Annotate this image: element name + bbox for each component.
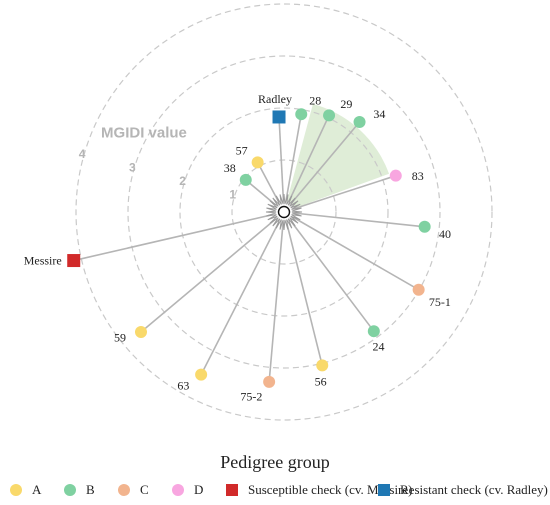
point-38 [239,173,252,186]
spoke-34 [283,121,361,213]
ring-label-1: 1 [229,187,236,201]
legend-marker-D [172,484,184,496]
legend: A B C D Susceptible check (cv. Messire) Resis… [0,480,550,500]
ring-1 [231,159,337,265]
legend-label-A: A [32,482,42,497]
legend-marker-R [378,484,390,496]
legend-item-A: A [10,480,41,500]
center-star [265,193,303,231]
ring-3 [127,55,441,369]
ring-label-4: 4 [79,147,86,161]
point-28 [295,108,308,121]
ring-label-2: 2 [179,174,186,188]
center-circle [277,205,291,219]
spoke-59 [140,211,285,333]
spoke-83 [283,174,397,213]
label-59: 59 [114,330,126,344]
axis-title: MGIDI value [101,125,187,142]
spoke-56 [283,211,324,366]
selection-sector [284,104,390,212]
spoke-24 [283,211,375,332]
point-75-1 [412,283,425,296]
legend-item-B: B [64,480,95,500]
label-Messire: Messire [24,254,62,268]
label-56: 56 [315,374,327,388]
label-29: 29 [340,97,352,111]
point-Radley [272,110,286,124]
label-34: 34 [373,107,385,121]
ring-4 [75,3,493,421]
point-29 [323,109,336,122]
genotype-labels: Radley 28 29345738834075-1245675-26359Mess… [24,92,451,403]
legend-item-C: C [118,480,149,500]
point-59 [134,325,147,338]
point-24 [367,325,380,338]
ring-2 [179,107,389,317]
legend-label-D: D [194,482,204,497]
legend-label-R: Resistant check (cv. Radley) [400,482,548,497]
point-34 [353,115,366,128]
legend-item-S: Susceptible check (cv. Messire) [226,480,413,500]
label-57: 57 [236,143,248,157]
point-40 [418,220,431,233]
spoke-Messire [73,211,285,262]
ring-label-3: 3 [129,160,136,174]
selection-sector-shape [284,104,390,212]
legend-label-C: C [140,482,149,497]
point-83 [389,169,402,182]
legend-title: Pedigree group [220,452,330,472]
legend-marker-A [10,484,22,496]
legend-marker-C [118,484,130,496]
spoke-75-1 [283,211,420,291]
label-75-1: 75-1 [429,295,451,309]
point-75-2 [263,375,276,388]
spoke-75-2 [268,211,285,382]
legend-item-R: Resistant check (cv. Radley) [378,480,548,500]
point-56 [316,359,329,372]
legend-label-B: B [86,482,95,497]
label-83: 83 [412,169,424,183]
legend-marker-S [226,484,238,496]
label-28: 28 [309,93,321,107]
label-75-2: 75-2 [240,389,262,403]
point-63 [195,368,208,381]
legend-marker-B [64,484,76,496]
label-Radley: Radley [258,92,292,106]
point-57 [251,156,264,169]
spoke-40 [283,211,425,228]
label-38: 38 [224,161,236,175]
label-63: 63 [177,379,189,393]
legend-label-S: Susceptible check (cv. Messire) [248,482,413,497]
point-Messire [67,254,81,268]
spoke-Radley [278,116,285,213]
legend-item-D: D [172,480,203,500]
spoke-63 [200,211,285,375]
label-24: 24 [372,339,384,353]
spoke-28 [283,114,303,213]
label-40: 40 [439,227,451,241]
genotype-points [67,108,431,388]
